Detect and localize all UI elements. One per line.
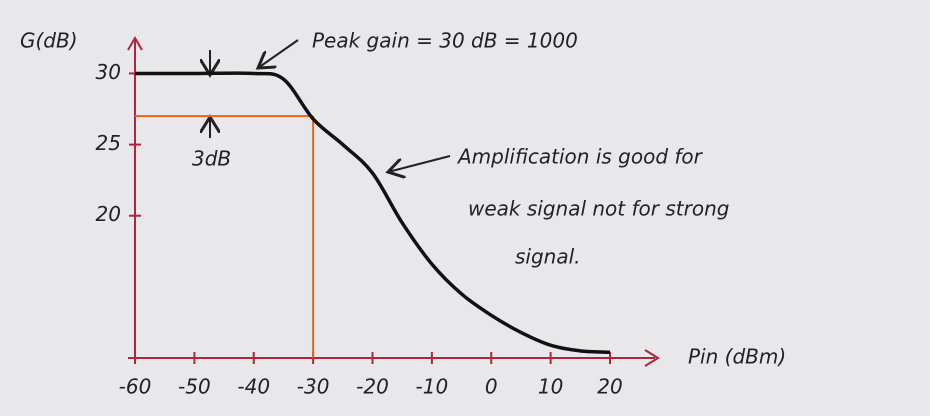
y-axis-arrow — [127, 36, 143, 51]
note-arrow — [388, 155, 451, 172]
x-axis-label: Pin (dBm) — [688, 345, 786, 369]
y-tick-label: 30 — [96, 60, 121, 84]
y-tick-label: 25 — [96, 131, 121, 155]
note-line: Amplification is good for — [456, 145, 704, 169]
x-tick-label: 0 — [485, 375, 498, 399]
x-tick-label: -50 — [178, 375, 211, 399]
x-tick-label: 10 — [538, 375, 563, 399]
note-line: signal. — [515, 245, 581, 269]
x-tick-label: -40 — [237, 375, 270, 399]
x-tick-label: -10 — [416, 375, 449, 399]
peak-arrow — [258, 39, 299, 68]
y-axis-label: G(dB) — [20, 29, 78, 53]
3db-annotation: 3dB — [192, 147, 231, 171]
y-tick-label: 20 — [96, 202, 121, 226]
peak-annotation: Peak gain = 30 dB = 1000 — [312, 29, 578, 53]
x-tick-label: 20 — [597, 375, 622, 399]
x-tick-label: -30 — [297, 375, 330, 399]
x-tick-label: -60 — [119, 375, 152, 399]
note-line: weak signal not for strong — [468, 197, 729, 221]
gain-curve — [135, 71, 611, 355]
x-tick-label: -20 — [356, 375, 389, 399]
x-axis-arrow — [644, 349, 660, 367]
